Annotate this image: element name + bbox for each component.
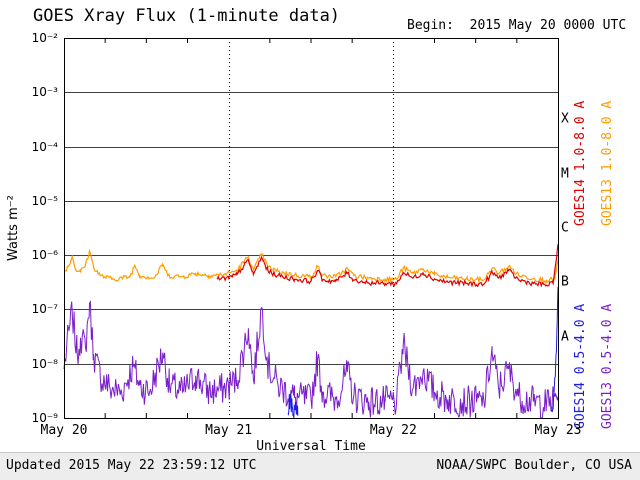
x-tick-label: May 20 (40, 423, 88, 438)
flare-class-label: B (561, 274, 569, 290)
y-tick-label: 10⁻⁶ (31, 248, 58, 263)
legend-goes13-short: GOES13 0.5-4.0 A (600, 303, 615, 429)
updated-timestamp: Updated 2015 May 22 23:59:12 UTC (6, 458, 257, 473)
legend-goes14-long: GOES14 1.0-8.0 A (573, 100, 588, 226)
footer-bar (0, 452, 640, 480)
y-tick-label: 10⁻² (31, 31, 58, 45)
flare-class-label: C (561, 220, 569, 236)
legend-goes13-long: GOES13 1.0-8.0 A (600, 100, 615, 226)
plot-border (64, 38, 559, 419)
series-goes13-short (63, 300, 559, 419)
flare-class-label: M (561, 166, 569, 182)
y-tick-label: 10⁻⁷ (31, 302, 58, 317)
y-tick-label: 10⁻⁴ (31, 139, 58, 154)
series-goes14-long (216, 244, 559, 288)
x-axis-label: Universal Time (256, 439, 366, 454)
x-tick-label: May 23 (534, 423, 582, 438)
series-goes14-short (550, 286, 559, 413)
series-goes13-long (63, 248, 559, 285)
y-tick-label: 10⁻⁵ (31, 193, 58, 208)
flare-class-label: A (561, 329, 569, 345)
legend-goes14-short: GOES14 0.5-4.0 A (573, 303, 588, 429)
page-title: GOES Xray Flux (1-minute data) (33, 6, 341, 26)
y-tick-label: 10⁻⁸ (31, 356, 58, 371)
y-tick-label: 10⁻⁹ (31, 411, 58, 425)
source-attribution: NOAA/SWPC Boulder, CO USA (436, 458, 632, 473)
y-tick-label: 10⁻³ (31, 85, 58, 100)
begin-timestamp: Begin: 2015 May 20 0000 UTC (407, 18, 627, 33)
x-tick-label: May 22 (369, 423, 417, 438)
series-goes14-short (287, 393, 299, 419)
x-tick-label: May 21 (205, 423, 253, 438)
flare-class-label: X (561, 111, 569, 127)
